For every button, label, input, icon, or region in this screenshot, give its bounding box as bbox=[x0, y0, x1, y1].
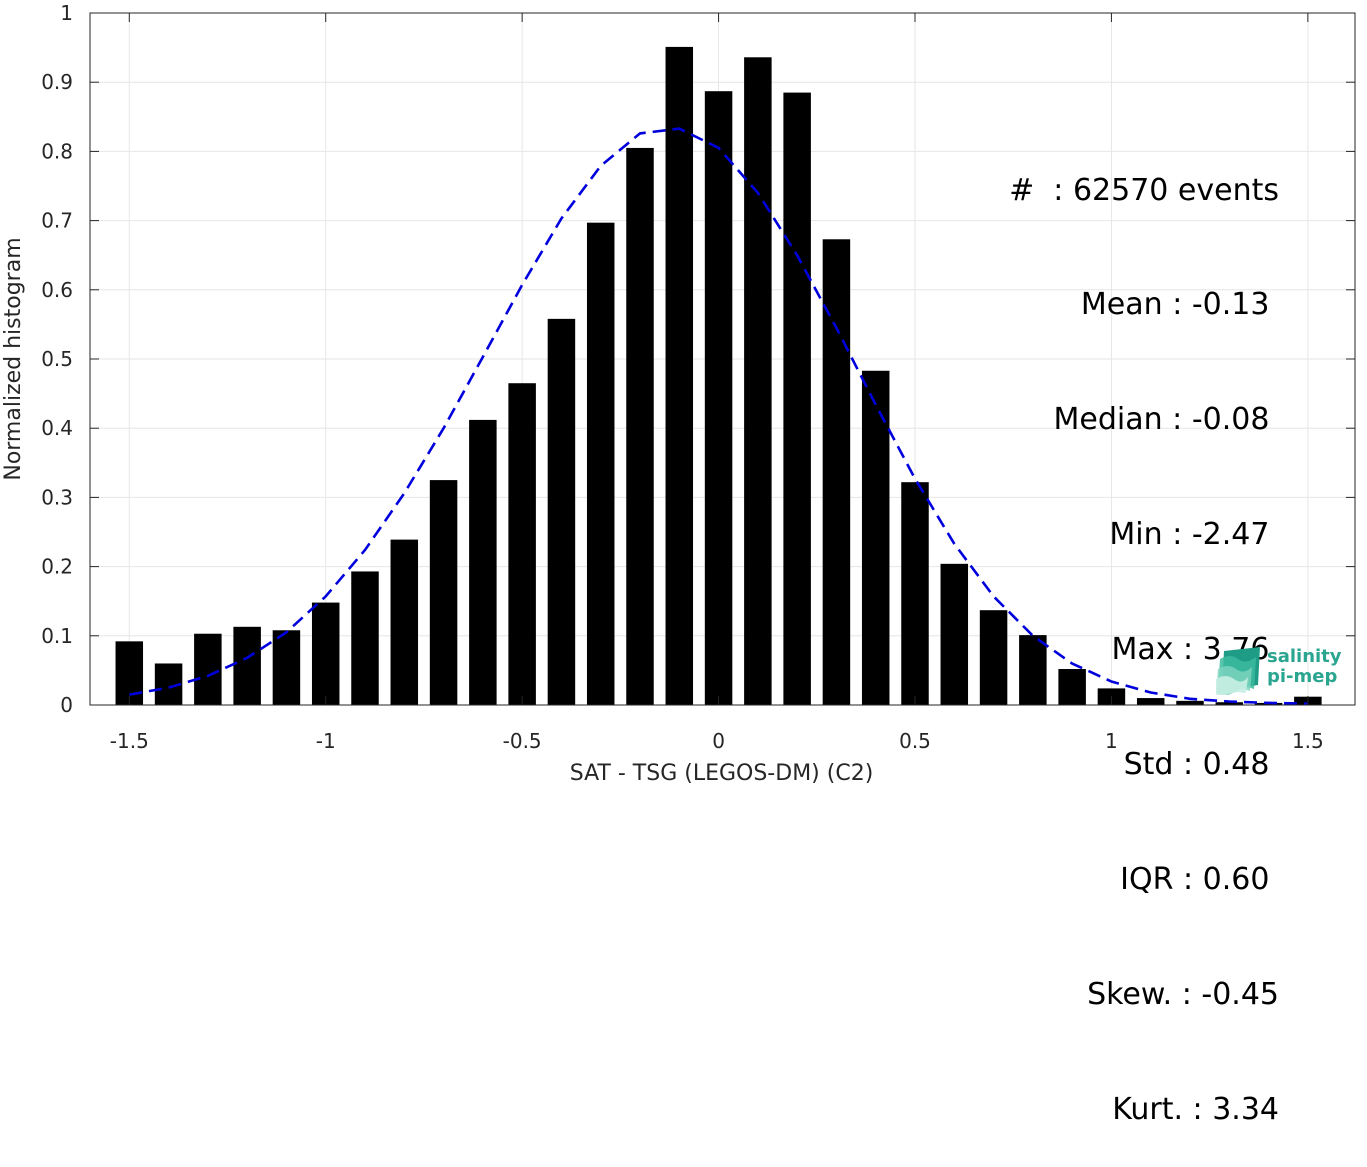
y-tick-label: 0.5 bbox=[41, 347, 73, 371]
y-axis-ticks: 0 0.1 0.2 0.3 0.4 0.5 0.6 0.7 0.8 0.9 1 bbox=[41, 1, 1355, 717]
histogram-bar bbox=[115, 641, 144, 705]
x-tick-label: 0 bbox=[712, 729, 725, 753]
histogram-bar bbox=[822, 239, 851, 705]
histogram-bar bbox=[940, 563, 969, 705]
histogram-bar bbox=[272, 630, 301, 705]
stat-skew: Skew. : -0.45 bbox=[1087, 976, 1279, 1012]
histogram-bar bbox=[744, 57, 772, 705]
histogram-bar bbox=[233, 626, 261, 705]
y-tick-label: 0.7 bbox=[41, 209, 73, 233]
x-tick-label: -1.5 bbox=[110, 729, 149, 753]
histogram-bars bbox=[115, 46, 1322, 706]
histogram-bar bbox=[861, 370, 890, 705]
y-tick-label: 0.9 bbox=[41, 70, 73, 94]
histogram-bar bbox=[901, 482, 929, 705]
y-tick-label: 0.4 bbox=[41, 416, 73, 440]
stat-iqr: IQR : 0.60 bbox=[1120, 861, 1279, 897]
histogram-bar bbox=[508, 383, 536, 705]
histogram-bar bbox=[1215, 702, 1244, 705]
histogram-bar bbox=[979, 610, 1008, 705]
y-tick-label: 1 bbox=[60, 1, 73, 25]
y-tick-label: 0.2 bbox=[41, 555, 73, 579]
histogram-bar bbox=[311, 602, 340, 705]
x-tick-label: -1 bbox=[316, 729, 336, 753]
y-tick-label: 0.3 bbox=[41, 485, 73, 509]
y-tick-label: 0.1 bbox=[41, 624, 73, 648]
x-tick-label: 1 bbox=[1105, 729, 1118, 753]
histogram-bar bbox=[1176, 700, 1204, 705]
histogram-bar bbox=[626, 147, 654, 705]
histogram-bar bbox=[547, 318, 576, 705]
histogram-bar bbox=[194, 633, 222, 705]
histogram-bar bbox=[1019, 635, 1047, 705]
logo-line-1: salinity bbox=[1267, 646, 1342, 667]
histogram-bar bbox=[429, 480, 458, 705]
histogram-chart: -1.5 -1 -0.5 0 0.5 1 1.5 0 0.1 0.2 0.3 0.4 0.5 0.6 0.… bbox=[1, 1, 1356, 785]
y-tick-label: 0.8 bbox=[41, 139, 73, 163]
logo-text: salinity pi-mep bbox=[1267, 647, 1342, 687]
histogram-bar bbox=[586, 222, 615, 705]
y-tick-label: 0.6 bbox=[41, 278, 73, 302]
y-axis-label: Normalized histogram bbox=[1, 237, 26, 480]
stat-kurt: Kurt. : 3.34 bbox=[1112, 1091, 1279, 1127]
stat-min: Min : -2.47 bbox=[1109, 517, 1279, 553]
stat-std: Std : 0.48 bbox=[1123, 747, 1279, 783]
histogram-bar bbox=[665, 46, 694, 705]
histogram-bar bbox=[704, 91, 733, 706]
stat-mean: Mean : -0.13 bbox=[1080, 287, 1279, 323]
histogram-bar bbox=[783, 92, 811, 705]
x-tick-label: 1.5 bbox=[1292, 729, 1324, 753]
stat-events: # : 62570 events bbox=[1009, 172, 1279, 208]
histogram-bar bbox=[351, 571, 379, 705]
wave-logo-icon bbox=[1216, 647, 1260, 695]
x-axis-label: SAT - TSG (LEGOS-DM) (C2) bbox=[570, 761, 874, 785]
logo-line-2: pi-mep bbox=[1267, 666, 1338, 687]
normal-fit-curve bbox=[129, 127, 1308, 705]
y-tick-label: 0 bbox=[60, 693, 73, 717]
histogram-bar bbox=[1136, 698, 1165, 705]
stat-max: Max : 3.76 bbox=[1111, 632, 1279, 668]
histogram-bar bbox=[390, 539, 419, 705]
salinity-pimep-logo: salinity pi-mep bbox=[1216, 645, 1346, 695]
x-tick-label: 0.5 bbox=[899, 729, 931, 753]
histogram-bar bbox=[469, 419, 497, 705]
histogram-bar bbox=[1058, 669, 1086, 705]
stat-median: Median : -0.08 bbox=[1053, 402, 1279, 438]
x-axis-ticks: -1.5 -1 -0.5 0 0.5 1 1.5 bbox=[110, 13, 1324, 753]
x-tick-label: -0.5 bbox=[503, 729, 542, 753]
statistics-panel: # : 62570 events Mean : -0.13 Median : -… bbox=[1009, 95, 1279, 1167]
